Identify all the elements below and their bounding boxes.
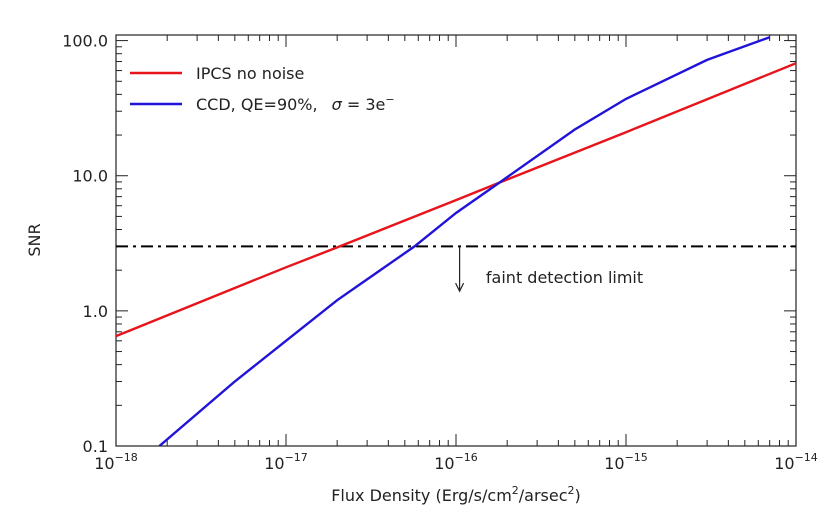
annotation-text: faint detection limit [486, 268, 643, 287]
y-tick-labels: 0.1 1.0 10.0 100.0 [62, 32, 108, 456]
y-axis-label: SNR [25, 223, 44, 256]
x-tick-label: 10−15 [604, 451, 648, 473]
y-tick-label: 0.1 [83, 437, 108, 456]
series-line-ccd [158, 36, 771, 446]
x-axis-label: Flux Density (Erg/s/cm2/arsec2) [331, 484, 581, 505]
y-tick-label: 1.0 [83, 302, 108, 321]
x-tick-labels: 10−18 10−17 10−16 10−15 10−14 [94, 451, 818, 473]
legend-label-ccd: CCD, QE=90%, σ = 3e− [196, 93, 395, 114]
annotation-arrowhead [455, 282, 465, 293]
legend: IPCS no noise CCD, QE=90%, σ = 3e− [130, 64, 395, 114]
x-tick-label: 10−14 [774, 451, 818, 473]
axis-ticks [115, 35, 796, 447]
legend-label-ipcs: IPCS no noise [196, 64, 304, 83]
y-tick-label: 100.0 [62, 32, 108, 51]
x-tick-label: 10−17 [264, 451, 308, 473]
annotation: faint detection limit [455, 246, 643, 293]
y-tick-label: 10.0 [72, 167, 108, 186]
x-tick-label: 10−18 [94, 451, 138, 473]
x-tick-label: 10−16 [434, 451, 478, 473]
series-line-ipcs [116, 62, 796, 338]
